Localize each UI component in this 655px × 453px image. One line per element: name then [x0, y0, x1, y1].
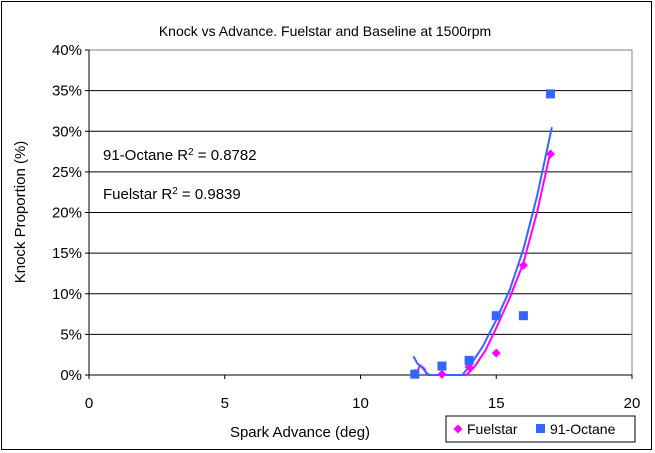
y-axis: 0% 5% 10% 15% 20% 25% 30% 35% 40% [52, 42, 90, 384]
y-tick-label: 30% [52, 123, 82, 140]
legend-label-91-octane: 91-Octane [550, 421, 616, 437]
x-tick-label: 20 [624, 395, 641, 412]
y-tick-label: 15% [52, 245, 82, 262]
point-fuelstar [491, 348, 501, 358]
y-tick-label: 0% [60, 367, 82, 384]
y-tick-label: 20% [52, 205, 82, 222]
legend-marker-fuelstar [453, 424, 463, 434]
x-axis: 0 5 10 15 20 [85, 374, 641, 412]
x-tick-label: 10 [352, 395, 369, 412]
gridlines [89, 49, 632, 335]
y-tick-label: 10% [52, 286, 82, 303]
chart-title: Knock vs Advance. Fuelstar and Baseline … [159, 23, 491, 39]
x-tick-label: 5 [221, 395, 229, 412]
x-tick-label: 15 [488, 395, 505, 412]
x-axis-title: Spark Advance (deg) [230, 424, 370, 441]
data-points [410, 89, 556, 379]
point-fuelstar [437, 369, 447, 379]
point-91-octane [464, 355, 474, 365]
y-tick-label: 5% [60, 326, 82, 343]
y-axis-title: Knock Proportion (%) [12, 141, 29, 284]
legend-marker-91-octane [536, 424, 545, 433]
point-91-octane [437, 361, 447, 371]
trendlines [412, 126, 553, 376]
y-tick-label: 25% [52, 164, 82, 181]
x-tick-label: 0 [85, 395, 93, 412]
point-91-octane [491, 311, 501, 321]
legend-label-fuelstar: Fuelstar [467, 421, 518, 437]
legend: Fuelstar 91-Octane [445, 415, 636, 443]
point-91-octane [518, 311, 528, 321]
annotation-fuelstar-r2: Fuelstar R2 = 0.9839 [103, 186, 241, 204]
y-tick-label: 35% [52, 83, 82, 100]
trendline-fuelstar [415, 151, 552, 376]
y-tick-label: 40% [52, 42, 82, 59]
annotation-91-octane-r2: 91-Octane R2 = 0.8782 [103, 147, 257, 165]
trendline-91-octane [412, 126, 553, 376]
point-fuelstar [518, 260, 528, 270]
point-fuelstar [546, 149, 556, 159]
point-91-octane [546, 89, 556, 99]
point-91-octane [410, 369, 420, 379]
